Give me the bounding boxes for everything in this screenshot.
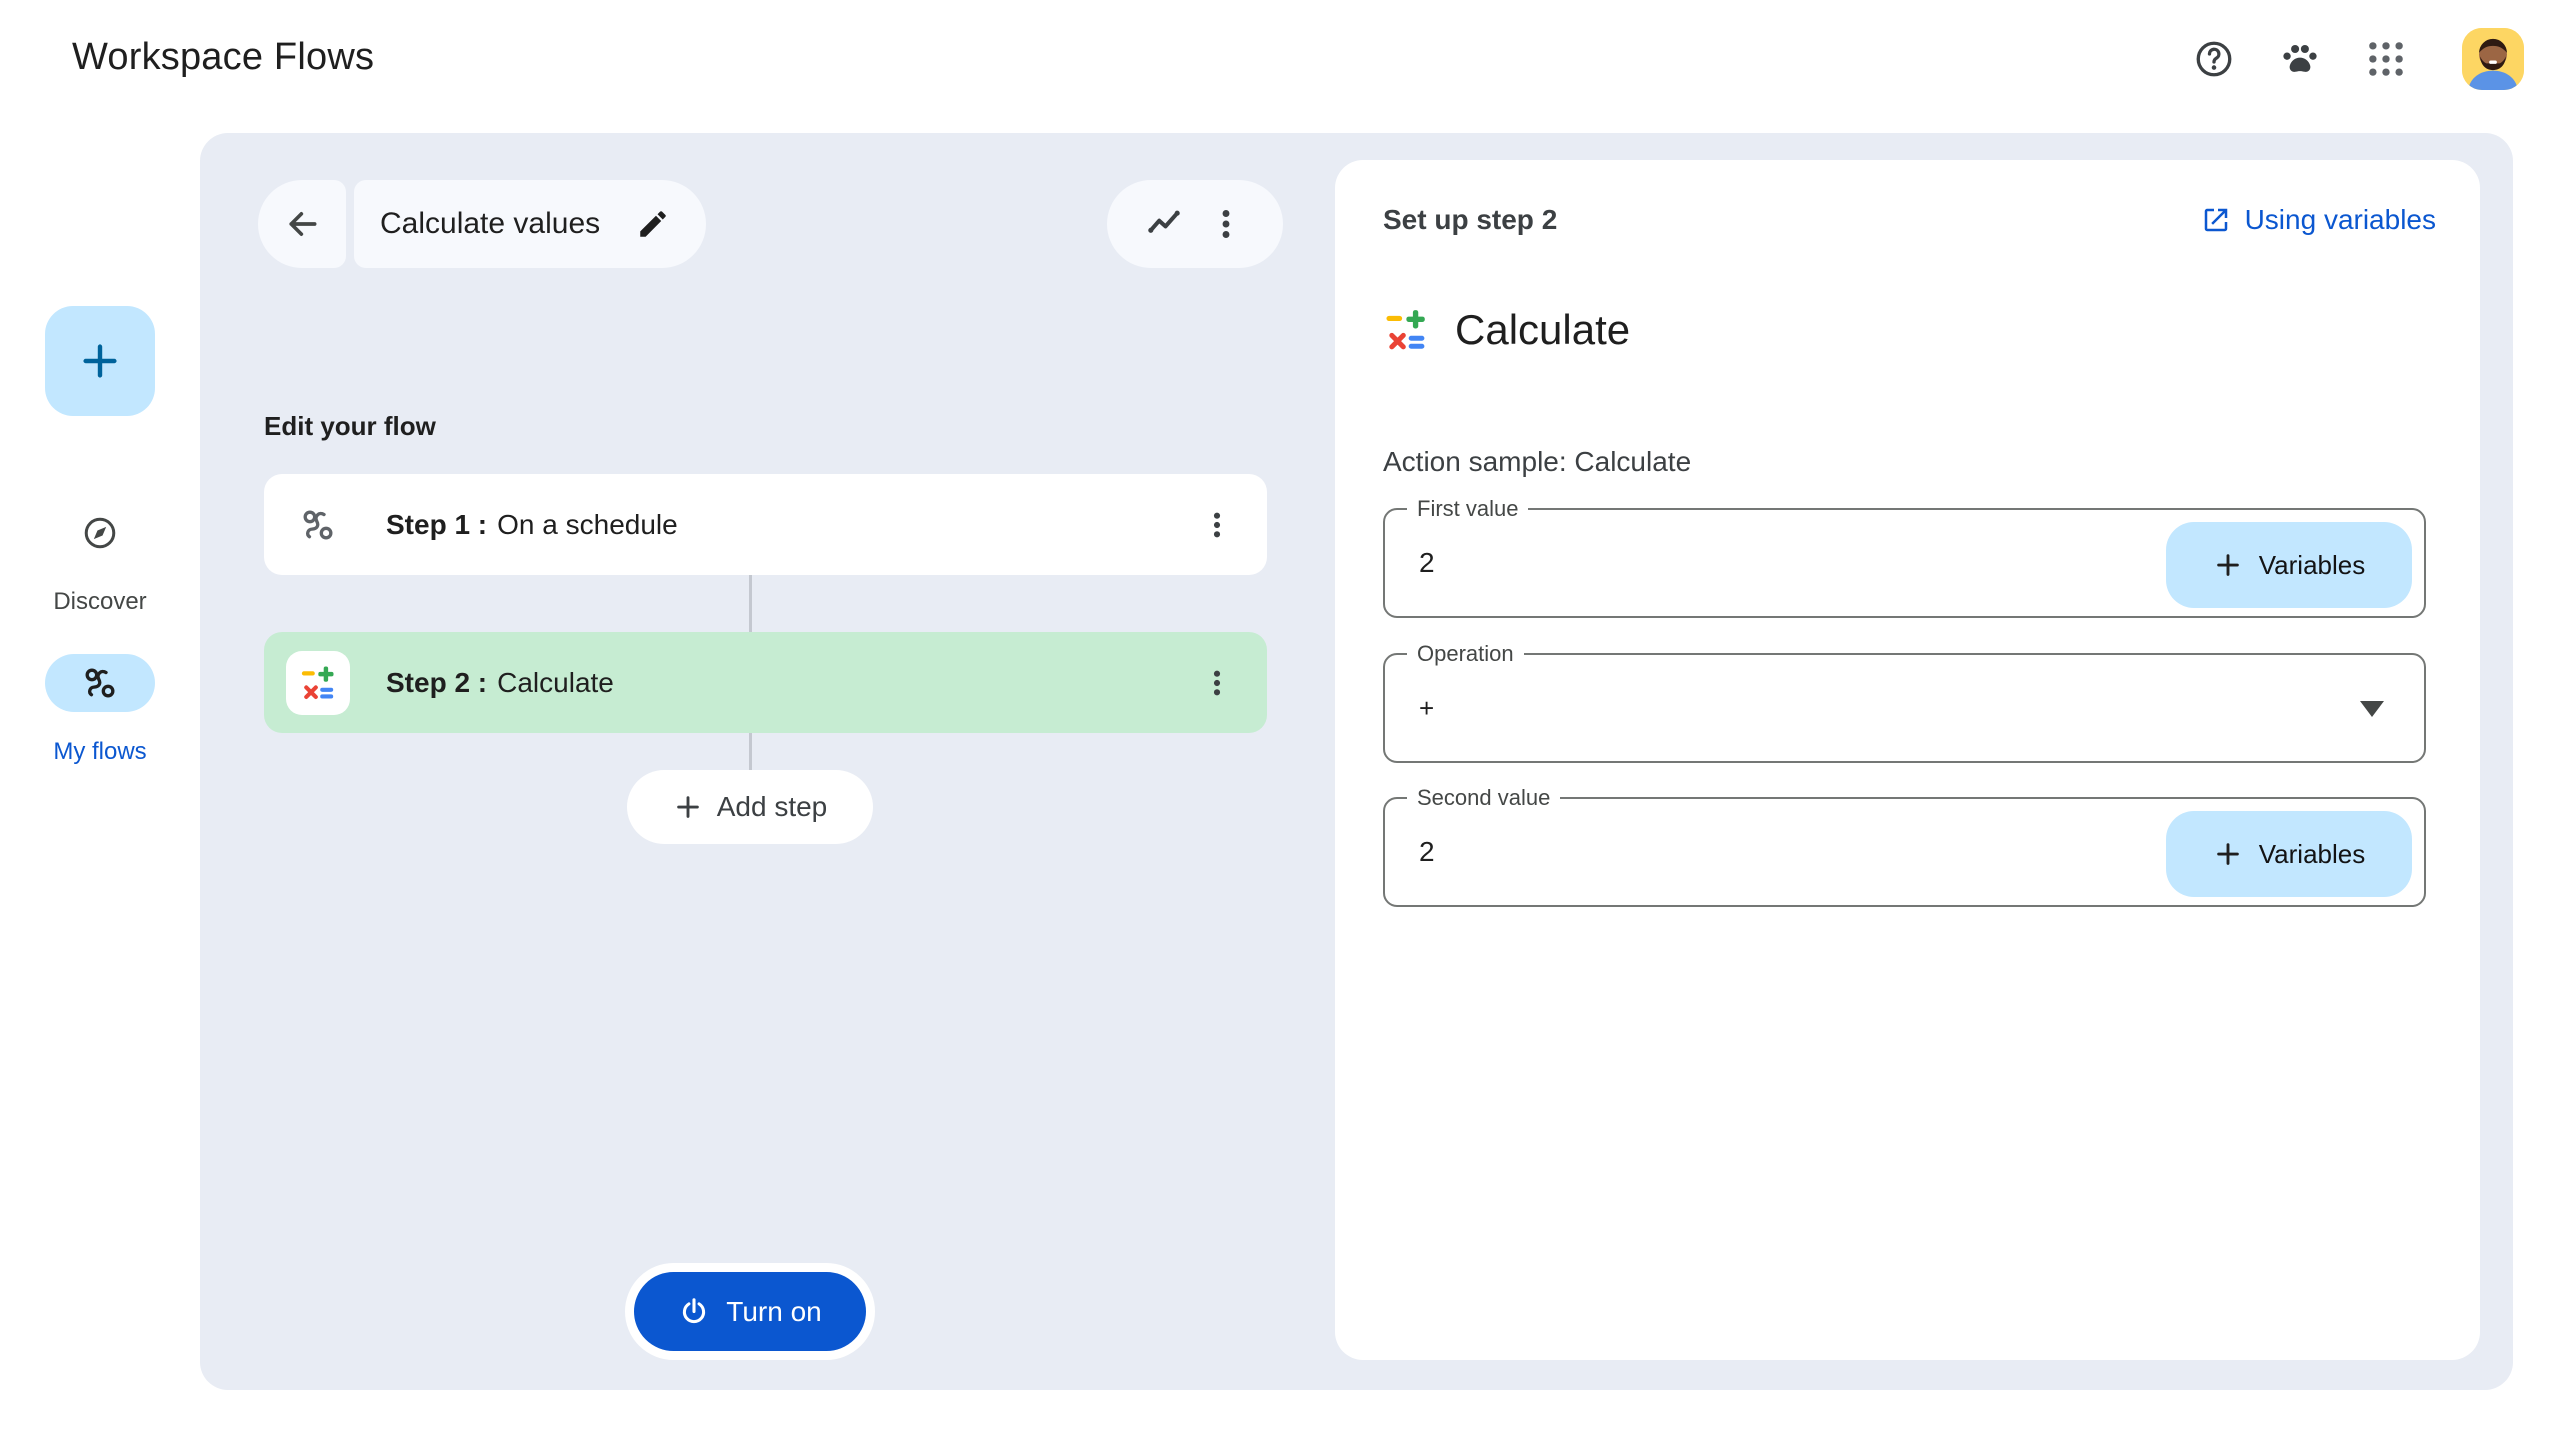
new-flow-button[interactable] <box>45 306 155 416</box>
step-connector <box>749 575 752 632</box>
compass-icon <box>81 514 119 552</box>
variables-chip-label: Variables <box>2258 549 2366 580</box>
kebab-menu-icon <box>1208 206 1244 242</box>
step-1-name: On a schedule <box>497 508 678 540</box>
avatar[interactable] <box>2462 28 2524 90</box>
using-variables-link[interactable]: Using variables <box>2201 204 2436 236</box>
arrow-back-icon <box>283 205 321 243</box>
plus-icon <box>673 792 703 822</box>
sidebar-item-my-flows[interactable]: My flows <box>0 654 200 766</box>
plus-icon <box>2213 839 2243 869</box>
step-2-prefix: Step 2 : <box>386 666 488 698</box>
flow-icon <box>81 664 119 702</box>
step-card-2[interactable]: Step 2 : Calculate <box>264 632 1267 733</box>
topbar-actions <box>2190 28 2524 90</box>
activity-button[interactable] <box>1146 206 1182 242</box>
operation-label: Operation <box>1407 640 1524 668</box>
first-value-variables-chip[interactable]: Variables <box>2166 522 2412 608</box>
dropdown-arrow-icon <box>2360 701 2384 717</box>
first-value-input[interactable] <box>1419 510 2059 616</box>
using-variables-label: Using variables <box>2244 204 2436 235</box>
avatar-image <box>2462 28 2524 90</box>
field-second-value: Second value Variables <box>1383 784 2426 907</box>
second-value-input[interactable] <box>1419 799 2059 905</box>
action-heading: Calculate <box>1383 306 1630 354</box>
my-flows-icon-pill <box>45 654 155 712</box>
flow-tools-pill <box>1107 180 1283 268</box>
setup-panel-header: Set up step 2 Using variables <box>1383 204 2436 236</box>
step-1-menu-button[interactable] <box>1191 499 1243 551</box>
apps-button[interactable] <box>2362 35 2410 83</box>
field-operation[interactable]: Operation + <box>1383 640 2426 763</box>
discover-icon-pill <box>45 504 155 562</box>
open-in-new-icon <box>2201 205 2231 235</box>
calculate-icon <box>299 664 337 702</box>
flow-icon <box>299 506 337 544</box>
step-2-icon-wrap <box>286 650 350 715</box>
flow-workspace: Calculate values Edit your flow Step 1 :… <box>200 133 2513 1390</box>
setup-panel-title: Set up step 2 <box>1383 204 1558 235</box>
step-1-prefix: Step 1 : <box>386 508 488 540</box>
my-flows-label: My flows <box>53 738 147 765</box>
calculate-icon <box>1383 307 1429 353</box>
step-2-label: Step 2 : Calculate <box>386 667 614 699</box>
action-title: Calculate <box>1455 306 1631 353</box>
action-sample: Action sample: Calculate <box>1383 446 1692 477</box>
plus-icon <box>77 338 123 384</box>
power-icon <box>678 1296 710 1328</box>
pencil-icon <box>636 207 670 241</box>
section-heading: Edit your flow <box>264 411 436 441</box>
step-2-name: Calculate <box>497 666 614 698</box>
kebab-menu-icon <box>1201 667 1233 699</box>
app-title: Workspace Flows <box>72 36 375 78</box>
flow-title-pill[interactable]: Calculate values <box>354 180 706 268</box>
apps-grid-icon <box>2365 38 2407 80</box>
pets-button[interactable] <box>2276 35 2324 83</box>
sidebar-item-discover[interactable]: Discover <box>0 504 200 616</box>
kebab-menu-icon <box>1201 509 1233 541</box>
flow-title: Calculate values <box>380 207 601 240</box>
help-button[interactable] <box>2190 35 2238 83</box>
paw-icon <box>2279 38 2321 80</box>
setup-panel: Set up step 2 Using variables Calculate … <box>1335 160 2480 1360</box>
second-value-variables-chip[interactable]: Variables <box>2166 811 2412 897</box>
add-step-label: Add step <box>716 791 828 822</box>
trending-line-icon <box>1146 206 1182 242</box>
plus-icon <box>2213 550 2243 580</box>
discover-label: Discover <box>53 588 147 615</box>
add-step-button[interactable]: Add step <box>627 770 873 844</box>
turn-on-button[interactable]: Turn on <box>625 1263 875 1360</box>
back-button[interactable] <box>258 180 346 268</box>
help-icon <box>2193 38 2235 80</box>
operation-value: + <box>1419 692 1435 723</box>
step-1-icon-wrap <box>286 493 350 557</box>
turn-on-label: Turn on <box>726 1295 822 1327</box>
field-first-value: First value Variables <box>1383 495 2426 618</box>
flow-menu-button[interactable] <box>1208 206 1244 242</box>
step-connector <box>749 733 752 770</box>
step-2-menu-button[interactable] <box>1191 657 1243 709</box>
step-card-1[interactable]: Step 1 : On a schedule <box>264 474 1267 575</box>
step-1-label: Step 1 : On a schedule <box>386 509 678 541</box>
variables-chip-label: Variables <box>2258 838 2366 869</box>
